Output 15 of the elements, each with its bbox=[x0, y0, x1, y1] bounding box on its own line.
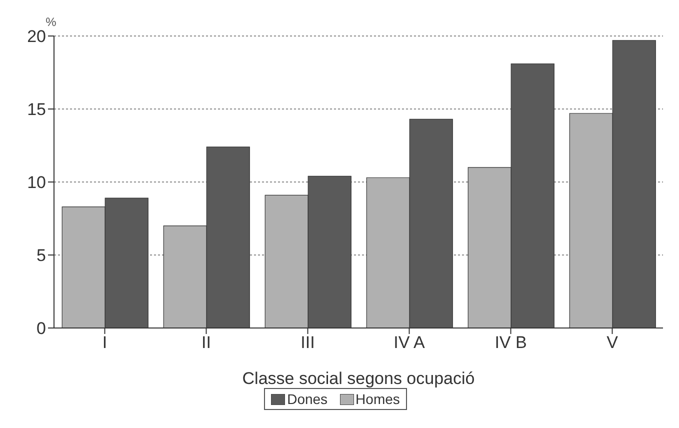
legend-label: Homes bbox=[356, 391, 400, 407]
y-tick-label: 10 bbox=[27, 173, 46, 192]
x-tick-label: IV A bbox=[394, 333, 426, 352]
x-tick-label: II bbox=[202, 333, 211, 352]
x-tick-label: IV B bbox=[494, 333, 527, 352]
x-tick-label: V bbox=[606, 333, 619, 352]
x-axis-title: Classe social segons ocupació bbox=[242, 369, 475, 388]
x-tick-label: I bbox=[102, 333, 108, 352]
y-axis-title: % bbox=[46, 15, 57, 29]
y-tick-label: 20 bbox=[27, 27, 46, 46]
y-tick-label: 5 bbox=[36, 246, 46, 266]
legend-label: Dones bbox=[287, 391, 328, 407]
y-tick-label: 15 bbox=[27, 100, 46, 120]
y-tick-label: 0 bbox=[36, 319, 46, 338]
x-tick-label: III bbox=[300, 333, 315, 352]
